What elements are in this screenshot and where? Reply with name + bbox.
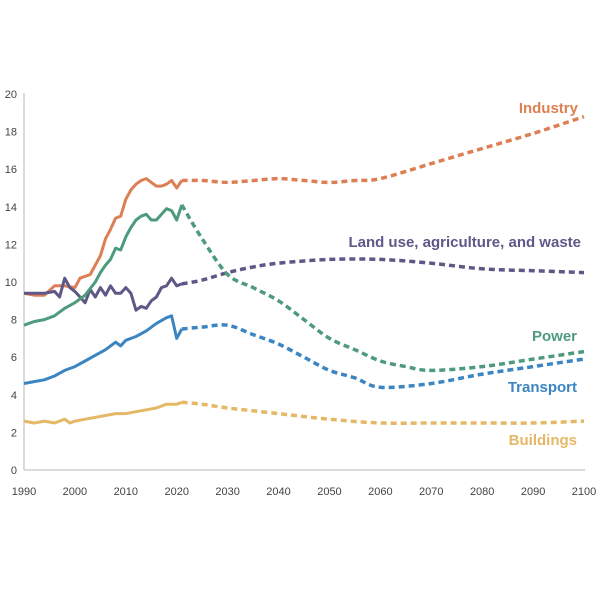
y-tick-label: 4	[11, 390, 17, 402]
x-tick-label: 2040	[266, 486, 290, 498]
y-tick-label: 18	[5, 127, 17, 139]
x-tick-labels: 1990 2000 2010 2020 2030 2040 2050 2060 2070 2080…	[12, 486, 596, 498]
projection-line-land-use-agriculture-and-waste	[181, 257, 585, 286]
x-tick-label: 2030	[215, 486, 239, 498]
label-industry: Industry	[519, 100, 579, 117]
y-tick-label: 8	[11, 315, 17, 327]
y-tick-label: 10	[5, 277, 17, 289]
x-tick-label: 2060	[368, 486, 392, 498]
x-tick-label: 2020	[164, 486, 188, 498]
label-land-use: Land use, agriculture, and waste	[348, 234, 581, 251]
historical-line-buildings	[23, 400, 183, 425]
series-lines	[23, 114, 585, 426]
x-tick-label: 1990	[12, 486, 36, 498]
y-tick-label: 20	[5, 89, 17, 101]
x-tick-label: 2090	[521, 486, 545, 498]
historical-line-land-use-agriculture-and-waste	[24, 276, 183, 312]
axes	[23, 93, 585, 471]
series-labels: Industry Land use, agriculture, and wast…	[348, 100, 581, 449]
x-tick-label: 2080	[470, 486, 494, 498]
projection-line-buildings	[181, 400, 585, 426]
x-tick-label: 2010	[114, 486, 138, 498]
y-tick-label: 0	[11, 465, 17, 477]
projection-line-industry	[181, 114, 585, 185]
x-tick-label: 2070	[419, 486, 443, 498]
y-tick-labels: 0 2 4 6 8 10 12 14 16 18 20	[5, 89, 17, 477]
y-tick-label: 14	[5, 202, 17, 214]
x-tick-label: 2100	[572, 486, 596, 498]
y-tick-label: 2	[11, 427, 17, 439]
x-tick-label: 2000	[63, 486, 87, 498]
historical-line-power	[23, 204, 184, 327]
y-tick-label: 6	[11, 352, 17, 364]
label-transport: Transport	[508, 379, 577, 396]
historical-line-industry	[23, 177, 184, 297]
y-tick-label: 12	[5, 239, 17, 251]
y-tick-label: 16	[5, 164, 17, 176]
label-buildings: Buildings	[509, 432, 577, 449]
historical-line-transport	[23, 314, 184, 385]
x-tick-label: 2050	[317, 486, 341, 498]
projection-line-transport	[181, 323, 585, 390]
projection-line-power	[180, 204, 585, 373]
label-power: Power	[532, 328, 577, 345]
